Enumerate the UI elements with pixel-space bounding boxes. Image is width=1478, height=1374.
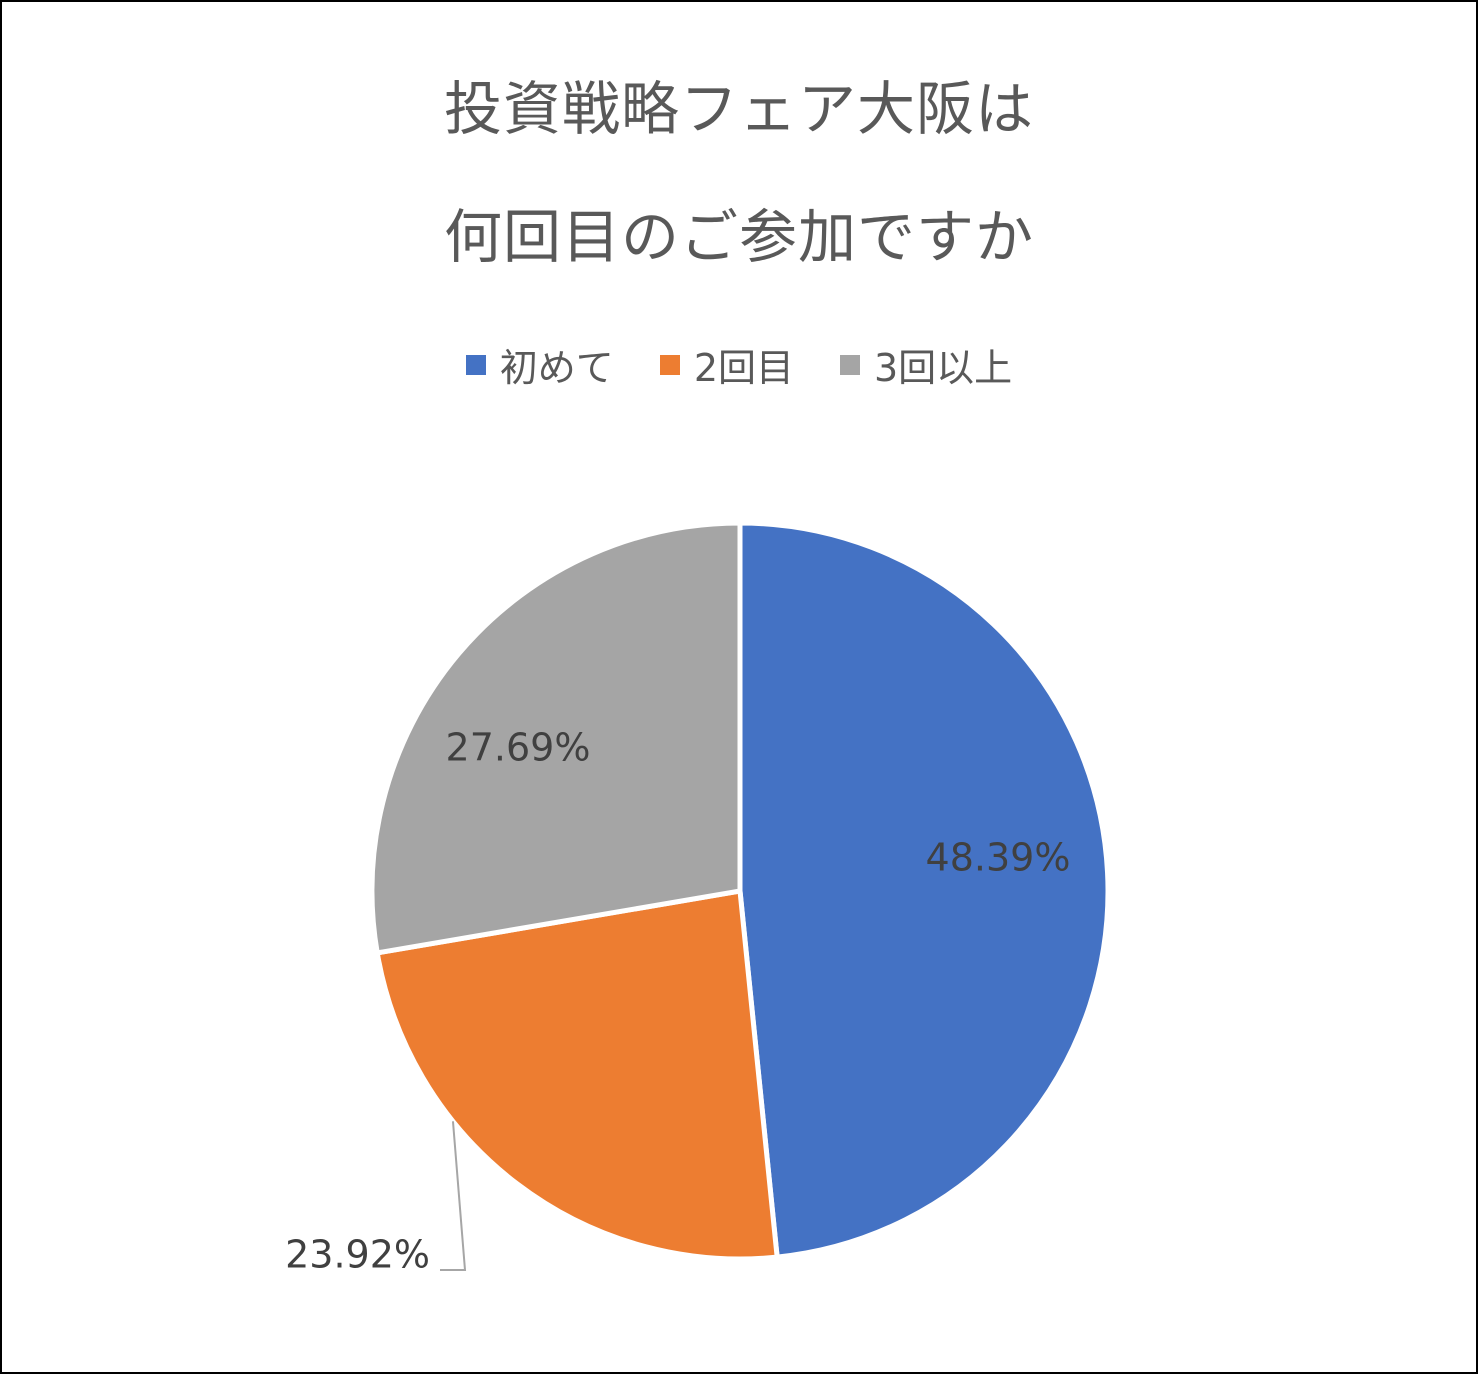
chart-title-line-1: 投資戦略フェア大阪は	[443, 75, 1034, 143]
legend-label-first-time: 初めて	[499, 346, 614, 390]
legend-swatch-first-time	[465, 354, 486, 375]
leader-line-second-time	[440, 1121, 467, 1271]
chart-title-line-2: 何回目のご参加ですか	[443, 203, 1034, 271]
legend-label-third-or-more: 3回以上	[874, 346, 1013, 390]
legend-label-second-time: 2回目	[693, 346, 794, 390]
data-label-first-time: 48.39%	[926, 836, 1071, 880]
data-label-third-or-more: 27.69%	[446, 726, 591, 770]
data-label-second-time: 23.92%	[285, 1233, 430, 1277]
legend-item-third-or-more: 3回以上	[840, 337, 1012, 392]
pie-slice-second-time	[374, 888, 780, 1262]
pie-slice-first-time	[737, 520, 1111, 1260]
chart-legend: 初めて 2回目 3回以上	[2, 337, 1476, 392]
legend-item-second-time: 2回目	[659, 337, 794, 392]
legend-swatch-second-time	[659, 354, 680, 375]
legend-item-first-time: 初めて	[465, 337, 614, 392]
pie-slice-third-or-more	[369, 520, 743, 956]
legend-swatch-third-or-more	[840, 354, 860, 375]
